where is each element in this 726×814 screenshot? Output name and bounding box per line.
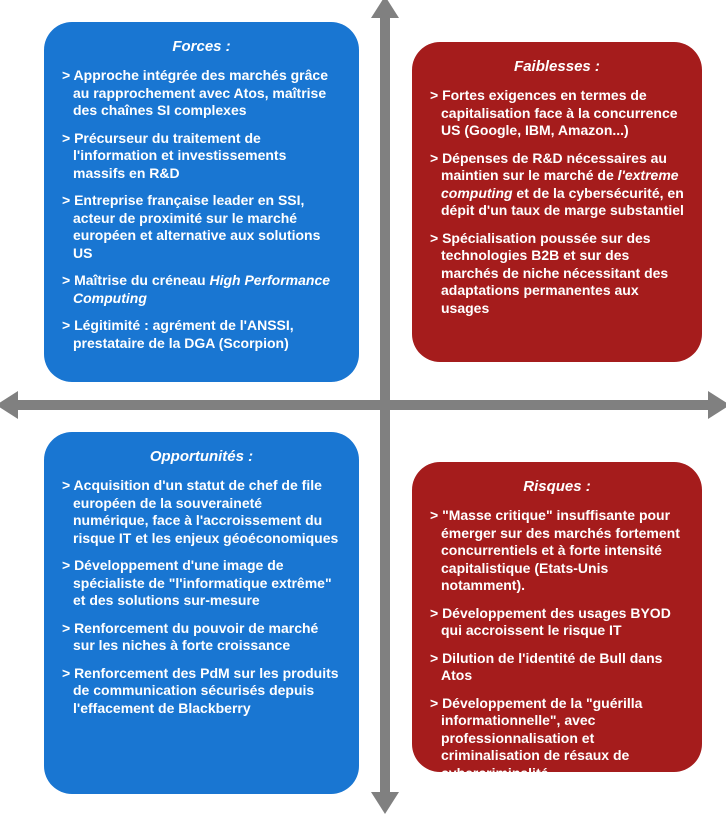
arrow-up-icon	[371, 0, 399, 18]
faiblesses-title: Faiblesses :	[430, 58, 684, 75]
list-item: > Maîtrise du créneau High Performance C…	[62, 272, 341, 307]
arrow-right-icon	[708, 391, 726, 419]
list-item: > Renforcement du pouvoir de marché sur …	[62, 620, 341, 655]
forces-items: > Approche intégrée des marchés grâce au…	[62, 67, 341, 352]
quadrant-risques: Risques : > "Masse critique" insuffisant…	[412, 462, 702, 772]
list-item: > Spécialisation poussée sur des technol…	[430, 230, 684, 318]
list-item: > Développement d'une image de spécialis…	[62, 557, 341, 610]
forces-title: Forces :	[62, 38, 341, 55]
quadrant-faiblesses: Faiblesses : > Fortes exigences en terme…	[412, 42, 702, 362]
quadrant-forces: Forces : > Approche intégrée des marchés…	[44, 22, 359, 382]
list-item: > "Masse critique" insuffisante pour éme…	[430, 507, 684, 595]
arrow-down-icon	[371, 792, 399, 814]
list-item: > Fortes exigences en termes de capitali…	[430, 87, 684, 140]
horizontal-axis	[10, 400, 716, 410]
risques-title: Risques :	[430, 478, 684, 495]
list-item: > Développement des usages BYOD qui accr…	[430, 605, 684, 640]
quadrant-opportunites: Opportunités : > Acquisition d'un statut…	[44, 432, 359, 794]
risques-items: > "Masse critique" insuffisante pour éme…	[430, 507, 684, 782]
list-item: > Précurseur du traitement de l'informat…	[62, 130, 341, 183]
opportunites-title: Opportunités :	[62, 448, 341, 465]
list-item: > Dépenses de R&D nécessaires au maintie…	[430, 150, 684, 220]
opportunites-items: > Acquisition d'un statut de chef de fil…	[62, 477, 341, 717]
list-item: > Acquisition d'un statut de chef de fil…	[62, 477, 341, 547]
list-item: > Renforcement des PdM sur les produits …	[62, 665, 341, 718]
list-item: > Légitimité : agrément de l'ANSSI, pres…	[62, 317, 341, 352]
list-item: > Développement de la "guérilla informat…	[430, 695, 684, 783]
list-item: > Entreprise française leader en SSI, ac…	[62, 192, 341, 262]
faiblesses-items: > Fortes exigences en termes de capitali…	[430, 87, 684, 317]
list-item: > Dilution de l'identité de Bull dans At…	[430, 650, 684, 685]
arrow-left-icon	[0, 391, 18, 419]
list-item: > Approche intégrée des marchés grâce au…	[62, 67, 341, 120]
